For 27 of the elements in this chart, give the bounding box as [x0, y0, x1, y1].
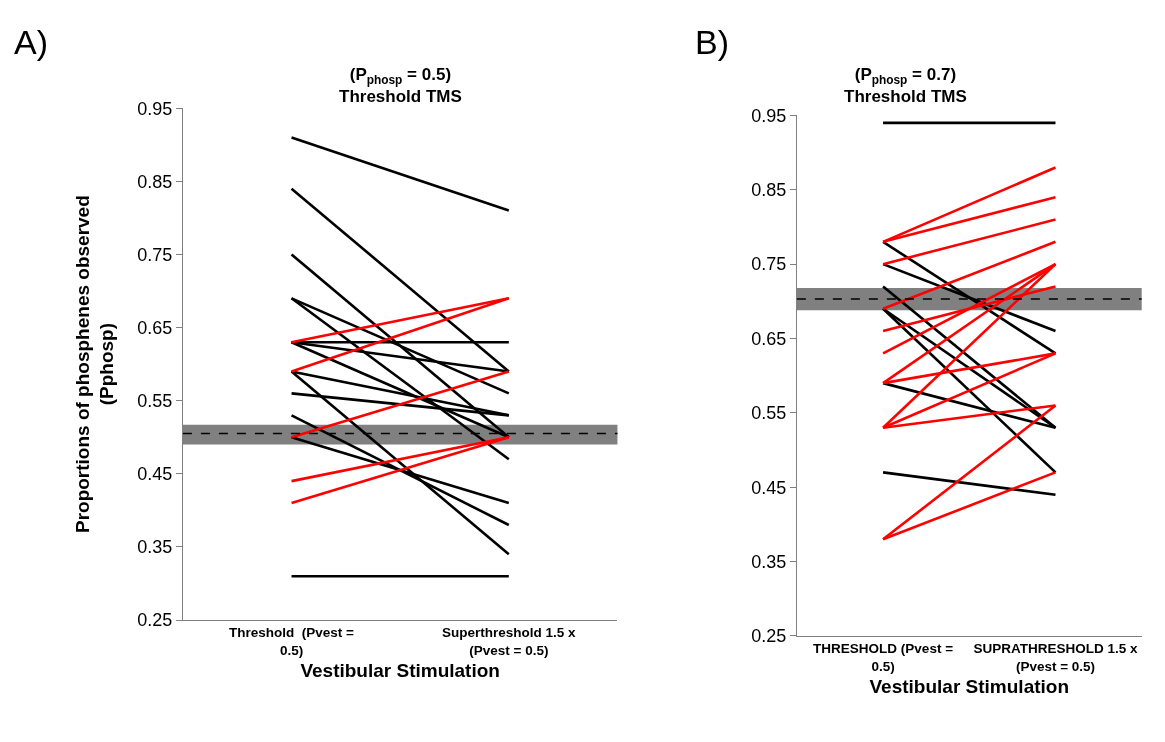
chart-title: (P$_{phosp}$ = 0.7) Threshold TMS	[844, 65, 967, 107]
y-tick-label: 0.85	[137, 171, 173, 192]
y-tick-label: 0.45	[137, 464, 173, 485]
y-tick-label: 0.85	[751, 180, 787, 201]
x-axis-title: Vestibular Stimulation	[300, 659, 500, 681]
chart-title: (P$_{phosp}$ = 0.5) Threshold TMS	[339, 65, 462, 107]
y-tick-label: 0.35	[137, 537, 173, 558]
y-tick-label: 0.45	[751, 477, 787, 498]
y-tick-label: 0.55	[751, 403, 787, 424]
y-tick-label: 0.75	[137, 244, 173, 265]
y-tick-label: 0.55	[137, 391, 173, 411]
y-axis-title: Proportions of phosphenes observed (Pphosp)	[71, 195, 118, 534]
text: A)	[14, 23, 48, 61]
y-tick-label: 0.75	[751, 254, 787, 275]
x-tick-label: THRESHOLD (Pvest = 0.5)	[813, 641, 954, 674]
x-axis-title: Vestibular Stimulation	[869, 675, 1070, 697]
y-tick-label: 0.35	[751, 551, 787, 572]
text: B)	[695, 23, 729, 61]
x-tick-label: Superthreshold 1.5 x (Pvest = 0.5)	[442, 625, 577, 658]
y-tick-label: 0.65	[137, 317, 173, 338]
y-tick-label: 0.65	[751, 328, 787, 349]
y-tick-label: 0.95	[137, 98, 173, 119]
y-tick-label: 0.25	[137, 610, 173, 631]
x-tick-label: SUPRATHRESHOLD 1.5 x (Pvest = 0.5)	[973, 641, 1138, 674]
y-tick-label: 0.25	[751, 626, 787, 647]
x-tick-label: Threshold (Pvest = 0.5)	[229, 625, 355, 658]
y-tick-label: 0.95	[751, 105, 787, 126]
